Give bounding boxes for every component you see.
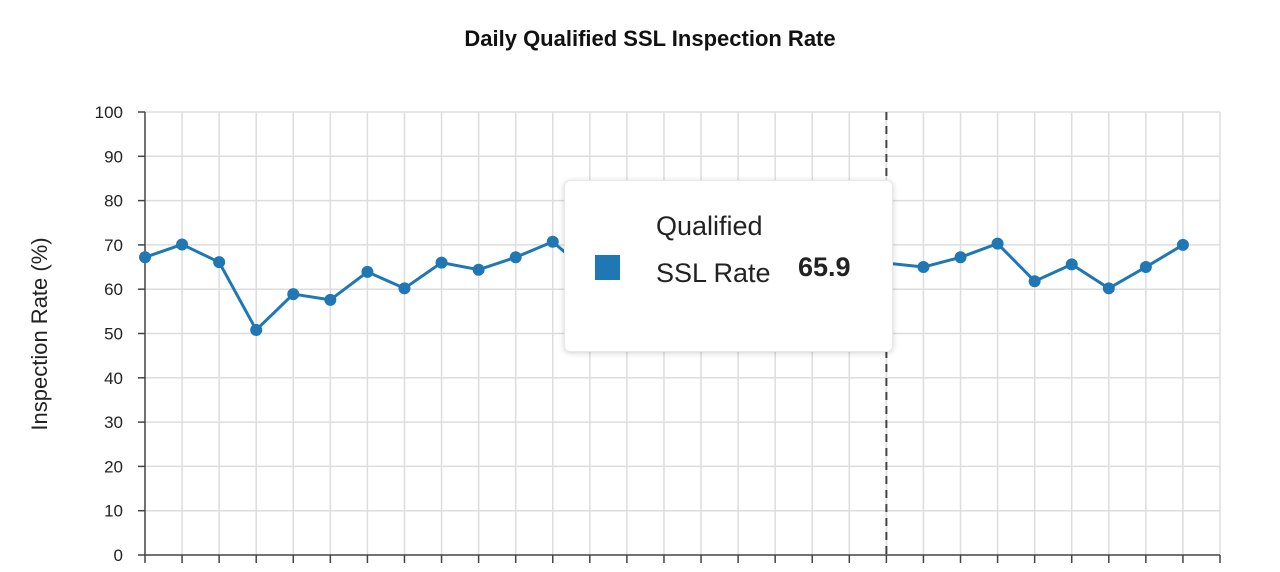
data-point: [287, 288, 300, 301]
data-point: [509, 251, 522, 264]
data-point: [954, 251, 967, 264]
data-point: [250, 323, 263, 336]
y-tick-label: 10: [104, 502, 123, 521]
data-point: [324, 293, 337, 306]
data-point: [1028, 275, 1041, 288]
tooltip-series-label: Qualified SSL Rate: [656, 211, 771, 288]
y-tick-label: 0: [114, 546, 123, 565]
y-axis-title: Inspection Rate (%): [27, 237, 52, 430]
tooltip: Qualified SSL Rate 65.9: [564, 180, 893, 352]
y-axis: [138, 111, 1221, 563]
y-tick-label: 90: [104, 147, 123, 166]
data-point: [1139, 261, 1152, 274]
data-point: [917, 261, 930, 274]
data-point: [213, 256, 226, 269]
y-tick-label: 40: [104, 369, 123, 388]
data-point: [546, 235, 559, 248]
y-tick-label: 60: [104, 280, 123, 299]
y-tick-label: 50: [104, 325, 123, 344]
data-point: [1102, 282, 1115, 295]
chart-title: Daily Qualified SSL Inspection Rate: [464, 26, 836, 51]
data-point: [1065, 258, 1078, 271]
data-point: [991, 237, 1004, 250]
tooltip-value: 65.9: [798, 252, 851, 282]
y-tick-label: 30: [104, 413, 123, 432]
data-point: [361, 265, 374, 278]
y-tick-label: 100: [95, 103, 123, 122]
tooltip-color-swatch: [595, 255, 620, 280]
data-point: [139, 251, 151, 264]
y-tick-label: 20: [104, 457, 123, 476]
data-point: [398, 282, 411, 295]
data-point: [1176, 238, 1189, 251]
y-tick-label: 70: [104, 236, 123, 255]
data-point: [435, 256, 448, 269]
data-point: [472, 263, 485, 276]
y-tick-label: 80: [104, 192, 123, 211]
y-tick-labels: 0 10 20 30 40 50 60 70 80 90 100: [95, 103, 123, 565]
data-point: [176, 238, 189, 251]
